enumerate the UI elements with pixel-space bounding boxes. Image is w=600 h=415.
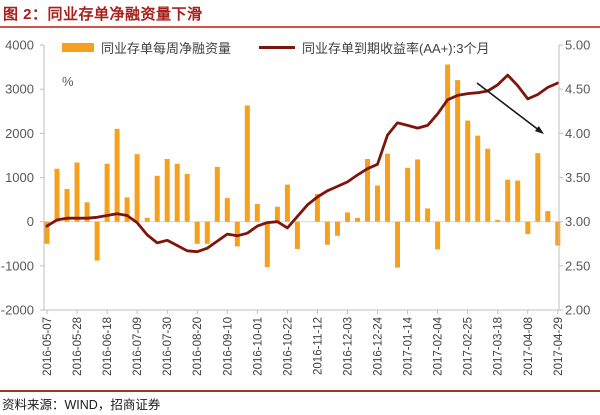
svg-text:2016-05-07: 2016-05-07 bbox=[42, 317, 54, 376]
line-swatch-icon bbox=[259, 46, 296, 49]
chart-legend: 同业存单每周净融资量 同业存单到期收益率(AA+):3个月 bbox=[62, 38, 489, 57]
svg-text:2017-02-25: 2017-02-25 bbox=[463, 317, 475, 376]
svg-text:2016-07-30: 2016-07-30 bbox=[162, 317, 174, 376]
source-note: 资料来源：WIND，招商证券 bbox=[2, 398, 161, 412]
svg-text:2017-03-18: 2017-03-18 bbox=[493, 317, 505, 376]
svg-text:2017-04-08: 2017-04-08 bbox=[523, 317, 535, 376]
title-divider bbox=[0, 26, 600, 28]
svg-text:4000: 4000 bbox=[5, 38, 34, 53]
svg-text:2000: 2000 bbox=[5, 126, 34, 141]
svg-text:2016-10-22: 2016-10-22 bbox=[282, 317, 294, 376]
svg-text:3.50: 3.50 bbox=[565, 170, 590, 185]
legend-item-bars: 同业存单每周净融资量 bbox=[62, 38, 231, 57]
svg-text:2016-12-03: 2016-12-03 bbox=[342, 317, 354, 376]
svg-text:2016-12-24: 2016-12-24 bbox=[373, 316, 385, 375]
svg-text:-1000: -1000 bbox=[1, 258, 34, 273]
svg-text:2017-02-04: 2017-02-04 bbox=[433, 316, 445, 375]
svg-text:2016-06-18: 2016-06-18 bbox=[102, 317, 114, 376]
axis-unit-label: % bbox=[62, 74, 74, 89]
svg-text:3.00: 3.00 bbox=[565, 214, 590, 229]
svg-text:2.50: 2.50 bbox=[565, 258, 590, 273]
legend-bars-label: 同业存单每周净融资量 bbox=[101, 41, 232, 56]
svg-text:1000: 1000 bbox=[5, 170, 34, 185]
svg-text:4.00: 4.00 bbox=[565, 126, 590, 141]
legend-line-label: 同业存单到期收益率(AA+):3个月 bbox=[302, 41, 490, 56]
svg-text:0: 0 bbox=[27, 214, 34, 229]
legend-item-line: 同业存单到期收益率(AA+):3个月 bbox=[259, 38, 489, 57]
svg-text:2016-05-28: 2016-05-28 bbox=[72, 317, 84, 376]
figure-title: 图 2：同业存单净融资量下滑 bbox=[3, 6, 203, 23]
svg-text:2016-09-10: 2016-09-10 bbox=[222, 317, 234, 376]
svg-text:2016-07-09: 2016-07-09 bbox=[132, 317, 144, 376]
footer-divider bbox=[0, 390, 600, 392]
svg-text:2.00: 2.00 bbox=[565, 303, 590, 318]
svg-text:2016-10-01: 2016-10-01 bbox=[252, 317, 264, 376]
svg-text:-2000: -2000 bbox=[1, 303, 34, 318]
svg-text:2016-08-20: 2016-08-20 bbox=[192, 317, 204, 376]
svg-text:2016-11-12: 2016-11-12 bbox=[312, 317, 324, 375]
svg-text:3000: 3000 bbox=[5, 82, 34, 97]
svg-text:5.00: 5.00 bbox=[565, 38, 590, 53]
svg-text:4.50: 4.50 bbox=[565, 82, 590, 97]
svg-text:2017-01-14: 2017-01-14 bbox=[403, 316, 415, 375]
svg-text:2017-04-29: 2017-04-29 bbox=[553, 317, 565, 376]
bar-swatch-icon bbox=[62, 43, 94, 52]
